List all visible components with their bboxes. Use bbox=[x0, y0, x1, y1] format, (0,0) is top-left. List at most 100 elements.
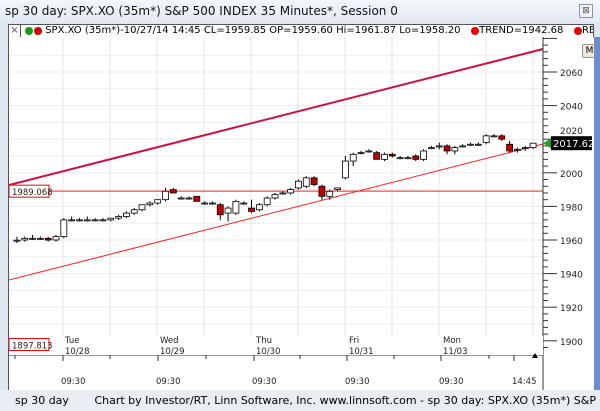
candle-up bbox=[91, 219, 99, 222]
y-tick-label: 1960 bbox=[560, 237, 583, 247]
level-label: 1989.068 bbox=[12, 188, 53, 198]
green-dot-icon bbox=[25, 27, 33, 35]
candle-down bbox=[498, 135, 506, 140]
date-label: 10/31 bbox=[349, 347, 374, 357]
red-dot-icon bbox=[34, 27, 42, 35]
level-label: 1897.813 bbox=[12, 341, 53, 351]
time-label: 09:30 bbox=[156, 377, 181, 387]
candle-up bbox=[521, 147, 529, 149]
info-bar: × SPX.XO (35m*)-10/27/14 14:45 CL=1959.8… bbox=[8, 24, 594, 38]
time-label: 09:30 bbox=[345, 377, 370, 387]
candle-up bbox=[529, 142, 537, 149]
candle-up bbox=[123, 212, 130, 217]
day-label: Mon bbox=[443, 336, 461, 346]
y-tick-label: 1940 bbox=[560, 271, 583, 281]
candle-down bbox=[248, 207, 255, 212]
candle-up bbox=[21, 237, 29, 241]
candle-up bbox=[130, 209, 138, 214]
scroll-marker-icon[interactable] bbox=[532, 353, 538, 358]
candle-up bbox=[295, 180, 302, 189]
candle-up bbox=[357, 152, 365, 155]
candle-up bbox=[474, 143, 482, 146]
candle-up bbox=[349, 153, 357, 162]
candle-up bbox=[279, 192, 287, 195]
day-label: Fri bbox=[349, 336, 359, 346]
day-label: Wed bbox=[160, 336, 179, 346]
date-label: 10/28 bbox=[65, 347, 90, 357]
candle-up bbox=[115, 216, 122, 219]
candle-up bbox=[365, 150, 373, 153]
candle-up bbox=[341, 160, 349, 179]
candle-up bbox=[451, 147, 459, 152]
level-label-box bbox=[8, 337, 50, 351]
time-label: 09:30 bbox=[252, 377, 277, 387]
candle-down bbox=[169, 189, 177, 194]
price-chart[interactable]: 2060 2040 2020 2000 1980 1960 1940 1920 1900 Tue… bbox=[8, 37, 595, 390]
candle-up bbox=[146, 202, 154, 206]
candle-up bbox=[185, 197, 193, 200]
quote-text: SPX.XO (35m*)-10/27/14 14:45 CL=1959.85 … bbox=[45, 25, 461, 36]
candle-up bbox=[177, 197, 185, 200]
candle-up bbox=[381, 153, 388, 160]
candle-up bbox=[240, 202, 248, 205]
trend-value: TREND=1942.68 bbox=[479, 25, 564, 36]
candle-down bbox=[318, 185, 326, 197]
candle-up bbox=[326, 190, 334, 197]
time-label: 14:45 bbox=[512, 377, 537, 387]
date-label: 11/03 bbox=[443, 347, 468, 357]
y-tick-label: 1920 bbox=[560, 304, 583, 314]
scrollbar[interactable] bbox=[594, 37, 600, 390]
ref-value: REF=1989.068 bbox=[581, 25, 593, 36]
candle-up bbox=[154, 199, 162, 204]
candle-up bbox=[201, 202, 209, 205]
status-text: Chart by Investor/RT, Linn Software, Inc… bbox=[94, 394, 600, 407]
last-price-arrow-icon bbox=[543, 138, 551, 149]
close-info-button[interactable]: × bbox=[9, 25, 21, 37]
candle-up bbox=[263, 197, 271, 206]
channel-line bbox=[8, 48, 544, 186]
candle-up bbox=[52, 236, 60, 241]
candle-down bbox=[193, 195, 201, 202]
level-label-box bbox=[8, 184, 50, 198]
candle-down bbox=[412, 155, 420, 160]
candle-up bbox=[162, 190, 169, 201]
candle-up bbox=[36, 237, 44, 240]
last-price-label: 2017.62 bbox=[553, 139, 594, 150]
y-tick-label: 2000 bbox=[560, 170, 583, 180]
candle-up bbox=[334, 187, 341, 190]
candle-up bbox=[68, 219, 76, 222]
candle-up bbox=[482, 135, 490, 143]
candle-down bbox=[44, 237, 52, 241]
candle-up bbox=[435, 145, 443, 148]
last-price-box bbox=[551, 136, 592, 151]
day-label: Thu bbox=[255, 336, 272, 346]
candle-up bbox=[287, 189, 295, 194]
ref-dot-icon bbox=[573, 27, 582, 35]
y-tick-label: 2060 bbox=[560, 69, 583, 79]
candle-up bbox=[396, 157, 404, 160]
status-bar: sp 30 day Chart by Investor/RT, Linn Sof… bbox=[0, 390, 600, 411]
close-icon[interactable]: ⊠ bbox=[579, 4, 593, 18]
y-tick-label: 2040 bbox=[560, 103, 583, 113]
date-label: 10/29 bbox=[160, 347, 185, 357]
candle-up bbox=[99, 219, 107, 222]
y-tick-label: 1980 bbox=[560, 203, 583, 213]
candle-up bbox=[76, 219, 83, 222]
time-label: 09:30 bbox=[61, 377, 86, 387]
candle-up bbox=[420, 150, 427, 160]
candle-up bbox=[514, 148, 521, 151]
trend-dot-icon bbox=[471, 27, 480, 35]
candle-up bbox=[232, 200, 240, 214]
candle-up bbox=[138, 204, 146, 211]
candle-up bbox=[29, 237, 36, 240]
candle-up bbox=[60, 219, 68, 238]
candle-up bbox=[467, 143, 474, 146]
candle-up bbox=[209, 202, 216, 205]
chart-area[interactable]: 2060 2040 2020 2000 1980 1960 1940 1920 1900 Tue… bbox=[8, 37, 597, 390]
day-label: Tue bbox=[64, 336, 80, 346]
candle-down bbox=[506, 143, 514, 152]
candle-up bbox=[302, 177, 310, 187]
candle-down bbox=[443, 145, 451, 152]
y-tick-label: 2020 bbox=[560, 127, 583, 137]
candle-down bbox=[216, 204, 224, 216]
